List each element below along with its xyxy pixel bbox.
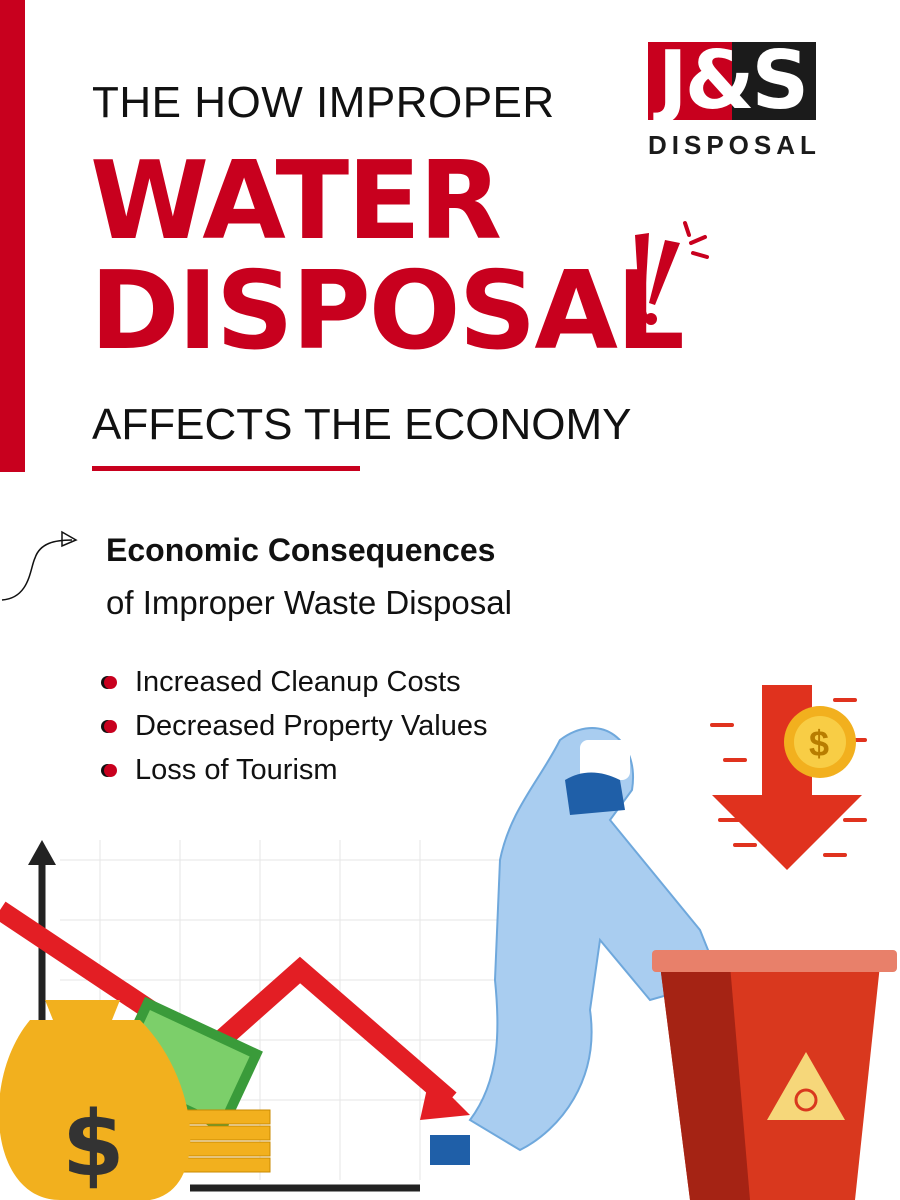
consequence-list: Increased Cleanup Costs Decreased Proper…: [104, 660, 487, 792]
biohazard-bin: [652, 950, 897, 1200]
illustration: $ $: [0, 685, 897, 1200]
exclamation-icon: [635, 221, 709, 325]
bullet-icon: [104, 763, 117, 777]
list-item-label: Decreased Property Values: [135, 709, 488, 742]
biohazard-icon: [767, 1052, 845, 1120]
coin-stack-icon: [179, 1109, 271, 1173]
accent-bar: [0, 0, 25, 472]
declining-trend-arrow: [0, 901, 457, 1108]
headline-disposal: DISPOSAL: [90, 249, 685, 374]
down-arrow-icon: [710, 685, 867, 870]
headline-line-1: THE HOW IMPROPER: [92, 78, 555, 127]
curved-arrow-icon: [1, 530, 78, 601]
money-bag-icon: $: [0, 1000, 191, 1200]
company-logo: J&S DISPOSAL: [648, 36, 821, 161]
list-item: Decreased Property Values: [104, 704, 487, 748]
list-item: Increased Cleanup Costs: [104, 660, 487, 704]
headline-line-4: AFFECTS THE ECONOMY: [92, 400, 632, 449]
worker-illustration: [430, 727, 722, 1165]
dollar-coin-icon: $: [784, 706, 856, 778]
svg-text:$: $: [809, 723, 829, 764]
svg-text:$: $: [62, 1092, 125, 1197]
bullet-icon: [104, 675, 117, 689]
list-item-label: Increased Cleanup Costs: [135, 665, 461, 698]
section-subtitle: of Improper Waste Disposal: [106, 584, 512, 621]
logo-mark: J&S: [657, 34, 809, 127]
logo-subtitle: DISPOSAL: [648, 130, 821, 160]
divider: [92, 466, 360, 471]
section-title: Economic Consequences: [106, 532, 496, 568]
bullet-icon: [104, 719, 117, 733]
headline-water: WATER: [90, 139, 502, 264]
list-item: Loss of Tourism: [104, 748, 487, 792]
list-item-label: Loss of Tourism: [135, 753, 338, 786]
